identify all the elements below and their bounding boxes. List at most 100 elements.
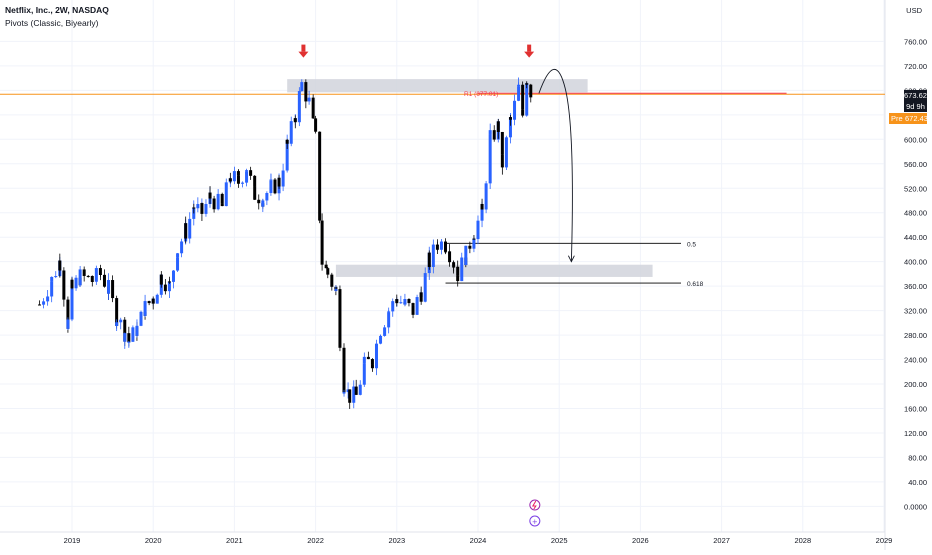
- currency-label[interactable]: USD: [906, 6, 922, 15]
- candle-body: [131, 327, 135, 342]
- candle-body: [163, 284, 167, 292]
- price-tick-label: 320.00: [904, 307, 927, 316]
- candle-body: [419, 292, 423, 302]
- candle-body: [472, 238, 476, 249]
- candle-body: [94, 268, 98, 282]
- candle-body: [208, 192, 212, 199]
- candle-body: [62, 270, 66, 300]
- candle-body: [273, 179, 277, 194]
- candle-body: [196, 204, 200, 209]
- candle-body: [245, 171, 249, 183]
- candle-body: [66, 319, 70, 329]
- candle-body: [115, 322, 119, 326]
- candle-body: [439, 241, 443, 250]
- indicator-label[interactable]: Pivots (Classic, Biyearly): [5, 18, 99, 28]
- price-tick-label: 240.00: [904, 356, 927, 365]
- candle-body: [253, 186, 257, 200]
- time-tick-label: 2026: [632, 536, 649, 545]
- candle-body: [176, 257, 180, 271]
- candle-body: [456, 275, 460, 282]
- candle-body: [362, 363, 366, 385]
- candle-body: [42, 301, 46, 305]
- candle-body: [300, 82, 304, 92]
- time-tick-label: 2025: [551, 536, 568, 545]
- candle-body: [224, 182, 228, 207]
- candle-body: [269, 180, 273, 194]
- price-tick-label: 0.0000: [904, 502, 927, 511]
- down-arrow-head: [524, 51, 535, 58]
- candle-body: [50, 276, 54, 282]
- candle-body: [200, 203, 204, 214]
- candle-body: [139, 311, 143, 326]
- pre-market-tag: Pre 672.43: [889, 113, 928, 124]
- candle-body: [257, 199, 261, 204]
- fib-label: 0.5: [687, 241, 696, 248]
- candle-body: [379, 337, 383, 344]
- candle-body: [326, 268, 330, 275]
- candle-body: [123, 333, 127, 342]
- candle-body: [399, 302, 403, 304]
- candle-body: [525, 83, 529, 85]
- candle-body: [484, 183, 488, 210]
- candle-body: [346, 389, 350, 393]
- price-tick-label: 720.00: [904, 62, 927, 71]
- candle-body: [167, 281, 171, 292]
- symbol-title[interactable]: Netflix, Inc., 2W, NASDAQ: [5, 5, 109, 15]
- candle-body: [180, 241, 184, 254]
- candle-body: [387, 312, 391, 328]
- candle-body: [74, 277, 78, 289]
- candle-body: [228, 178, 232, 182]
- candle-body: [98, 273, 102, 275]
- candle-body: [245, 170, 249, 172]
- candle-body: [151, 298, 155, 304]
- candle-body: [102, 274, 106, 287]
- candle-body: [58, 260, 62, 271]
- candle-body: [236, 175, 240, 184]
- candle-body: [320, 220, 324, 265]
- candle-body: [529, 84, 533, 98]
- candle-body: [480, 203, 484, 210]
- candle-body: [314, 118, 318, 132]
- candle-body: [366, 356, 370, 360]
- candle-body: [70, 279, 74, 289]
- candle-body: [513, 100, 517, 120]
- candle-body: [444, 251, 448, 253]
- candle-body: [82, 269, 86, 276]
- candle-body: [370, 359, 374, 365]
- candle-body: [293, 118, 297, 123]
- candle-body: [307, 97, 311, 102]
- candle-body: [289, 121, 293, 144]
- candle-body: [184, 223, 188, 239]
- candle-body: [281, 170, 285, 187]
- candle-body: [342, 392, 346, 394]
- candle-body: [395, 299, 399, 304]
- candle-body: [423, 273, 427, 302]
- candle-body: [443, 241, 447, 252]
- candle-body: [143, 301, 147, 316]
- candle-body: [86, 275, 90, 277]
- candle-body: [188, 218, 192, 239]
- candle-body: [517, 86, 521, 101]
- candle-body: [123, 319, 127, 342]
- time-tick-label: 2028: [794, 536, 811, 545]
- dividend-icon: [529, 515, 541, 527]
- candle-body: [159, 274, 163, 285]
- projection-arrowhead: [567, 255, 575, 263]
- candle-body: [500, 131, 504, 155]
- candle-body: [297, 91, 301, 123]
- time-tick-label: 2022: [307, 536, 324, 545]
- projection-curve: [538, 68, 573, 262]
- candle-body: [54, 276, 58, 278]
- candle-body: [427, 252, 431, 267]
- candle-body: [488, 134, 492, 184]
- candle-body: [167, 281, 171, 283]
- candle-body: [468, 245, 472, 249]
- time-tick-label: 2023: [388, 536, 405, 545]
- candle-body: [342, 347, 346, 394]
- candle-body: [135, 325, 139, 336]
- candle-body: [285, 139, 289, 171]
- candle-body: [379, 335, 383, 338]
- candle-body: [496, 121, 500, 132]
